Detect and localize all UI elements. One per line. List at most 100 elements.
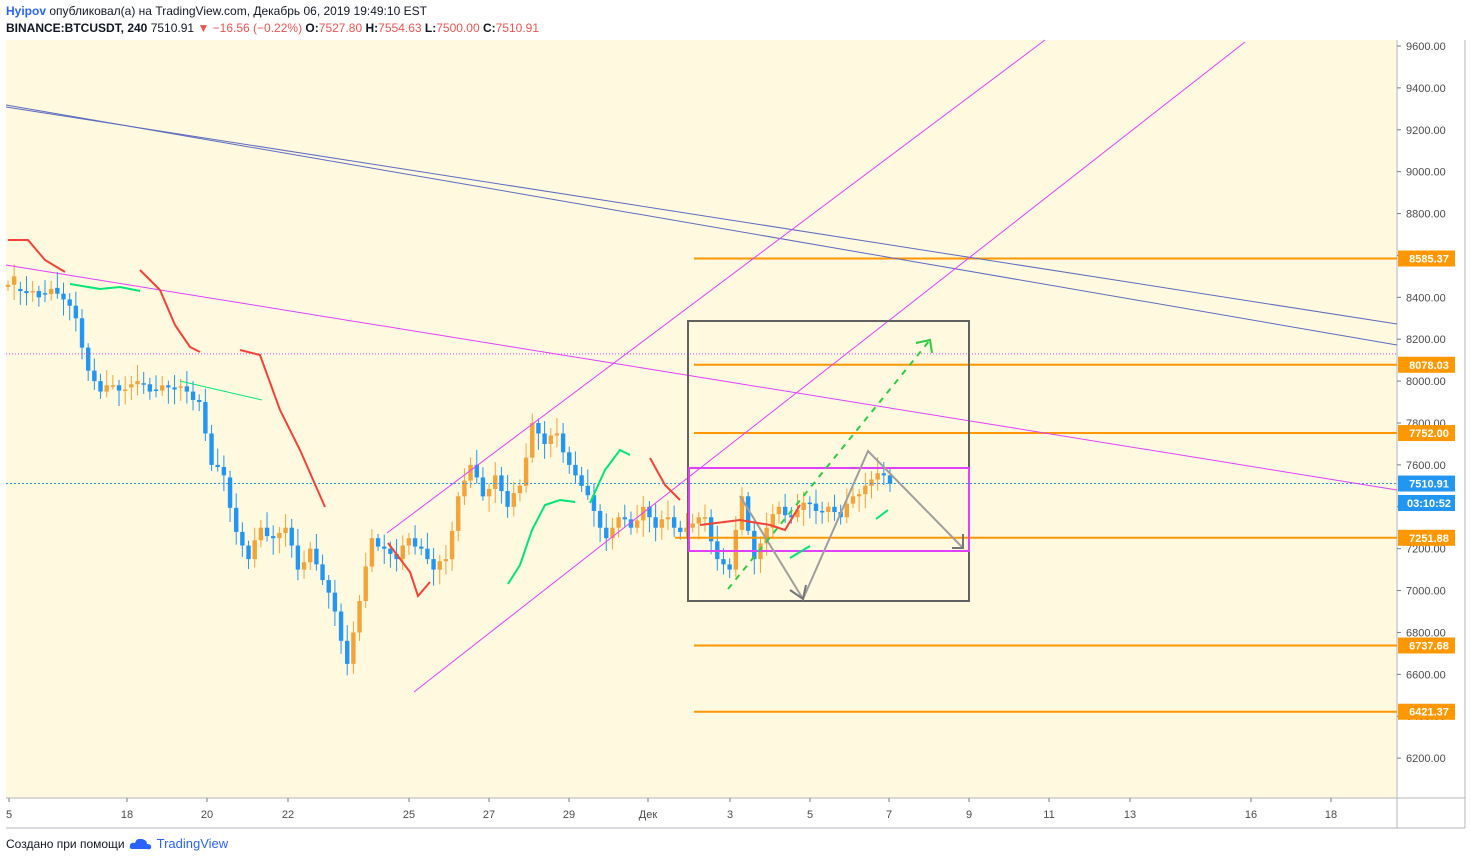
- x-tick-label: 3: [727, 809, 733, 821]
- candle-body: [647, 506, 652, 518]
- x-tick-label: 11: [1043, 809, 1054, 821]
- candle-body: [264, 527, 270, 537]
- price-axis[interactable]: 6200.006400.006600.006800.007000.007200.…: [1397, 41, 1455, 765]
- candle-body: [474, 464, 479, 478]
- candle-body: [252, 540, 257, 560]
- candle-body: [659, 519, 664, 528]
- candle-body: [301, 562, 307, 570]
- trailing-stop-red: [649, 457, 681, 501]
- plot-area: [6, 40, 1397, 798]
- trailing-stop-red: [699, 504, 801, 532]
- candle-body: [67, 299, 72, 306]
- candle-body: [449, 530, 455, 560]
- candle-body: [641, 506, 646, 521]
- time-axis[interactable]: 5 18 20 22 25 27 29 Дек 3 5 7 9 11 13 16 18: [6, 798, 1337, 821]
- candle-body: [782, 506, 788, 516]
- candle-body: [375, 538, 381, 547]
- candle-body: [826, 506, 831, 513]
- candle-body: [240, 531, 245, 546]
- symbol-line: BINANCE:BTCUSDT, 240 7510.91 ▼ −16.56 (−…: [6, 20, 539, 37]
- candle-body: [406, 538, 412, 546]
- y-tick-label: 8000.00: [1406, 376, 1446, 388]
- candle-body: [443, 559, 449, 562]
- candle-body: [887, 475, 893, 484]
- candle-body: [345, 640, 350, 664]
- candle-body: [326, 580, 331, 593]
- y-tick-label: 8800.00: [1406, 209, 1446, 221]
- candle-body: [752, 530, 757, 560]
- candle-body: [135, 381, 140, 385]
- tradingview-brand[interactable]: TradingView: [156, 836, 229, 851]
- candle-body: [363, 566, 368, 602]
- candle-body: [708, 517, 714, 542]
- candle-body: [258, 527, 264, 541]
- candle-body: [431, 559, 436, 570]
- candle-body: [320, 564, 325, 581]
- arrow-head: [952, 534, 964, 549]
- candle-body: [166, 385, 171, 388]
- candle-body: [221, 466, 227, 476]
- candle-body: [425, 548, 430, 560]
- trailing-stop-red: [8, 239, 66, 273]
- candle-body: [437, 561, 442, 570]
- candle-body: [480, 477, 486, 497]
- y-tick-label: 7200.00: [1406, 544, 1446, 556]
- candles: [5, 264, 893, 676]
- author-link[interactable]: Hyipov: [6, 4, 47, 18]
- open-value: 7527.80: [318, 21, 363, 35]
- downtrend-line-upper: [5, 106, 1398, 325]
- candle-body: [523, 457, 529, 486]
- candle-body: [819, 510, 825, 513]
- candle-body: [203, 402, 208, 434]
- y-tick-label: 8200.00: [1406, 334, 1446, 346]
- candle-body: [18, 288, 23, 292]
- candle-body: [462, 480, 467, 497]
- candle-body: [678, 527, 683, 532]
- candle-body: [702, 517, 708, 519]
- candle-body: [283, 527, 288, 533]
- price-label: 6737.68: [1409, 640, 1449, 652]
- publish-line: Hyipov опубликовал(а) на TradingView.com…: [6, 3, 539, 20]
- candle-body: [48, 288, 54, 295]
- candle-body: [357, 601, 362, 633]
- candle-body: [616, 517, 621, 528]
- candle-body: [61, 293, 66, 300]
- candle-body: [110, 385, 116, 387]
- candle-body: [653, 517, 658, 528]
- candle-body: [295, 545, 301, 570]
- high-label: H:: [365, 21, 379, 35]
- projection-box: [687, 320, 970, 602]
- candle-body: [468, 464, 473, 481]
- symbol-name[interactable]: BINANCE:BTCUSDT, 240: [6, 21, 148, 35]
- trailing-stop-red: [387, 542, 431, 598]
- x-tick-label: 9: [966, 809, 972, 821]
- trailing-stop-red: [239, 349, 326, 508]
- arrow-head: [915, 338, 933, 354]
- candle-body: [172, 387, 177, 390]
- x-tick-label: 5: [807, 809, 813, 821]
- candle-body: [190, 391, 196, 400]
- price-label: 6421.37: [1409, 707, 1449, 719]
- candle-body: [634, 520, 640, 528]
- candle-body: [795, 509, 800, 518]
- channel-line-upper: [386, 39, 1046, 534]
- candle-body: [869, 479, 874, 486]
- candle-body: [85, 347, 91, 371]
- candle-body: [308, 548, 313, 563]
- candle-body: [727, 564, 732, 570]
- candle-body: [197, 399, 202, 403]
- candle-body: [881, 473, 887, 476]
- candle-body: [554, 433, 560, 436]
- support-segment: [179, 380, 263, 401]
- candle-body: [597, 510, 603, 528]
- candle-body: [548, 435, 553, 444]
- candle-body: [271, 536, 276, 539]
- bullish-dashed-arrow: [727, 339, 931, 590]
- candle-body: [671, 517, 677, 528]
- y-tick-label: 9600.00: [1406, 41, 1446, 53]
- low-label: L:: [424, 21, 437, 35]
- low-value: 7500.00: [436, 21, 480, 35]
- downtrend-line-lower: [5, 104, 1398, 346]
- x-tick-label: 29: [563, 809, 575, 821]
